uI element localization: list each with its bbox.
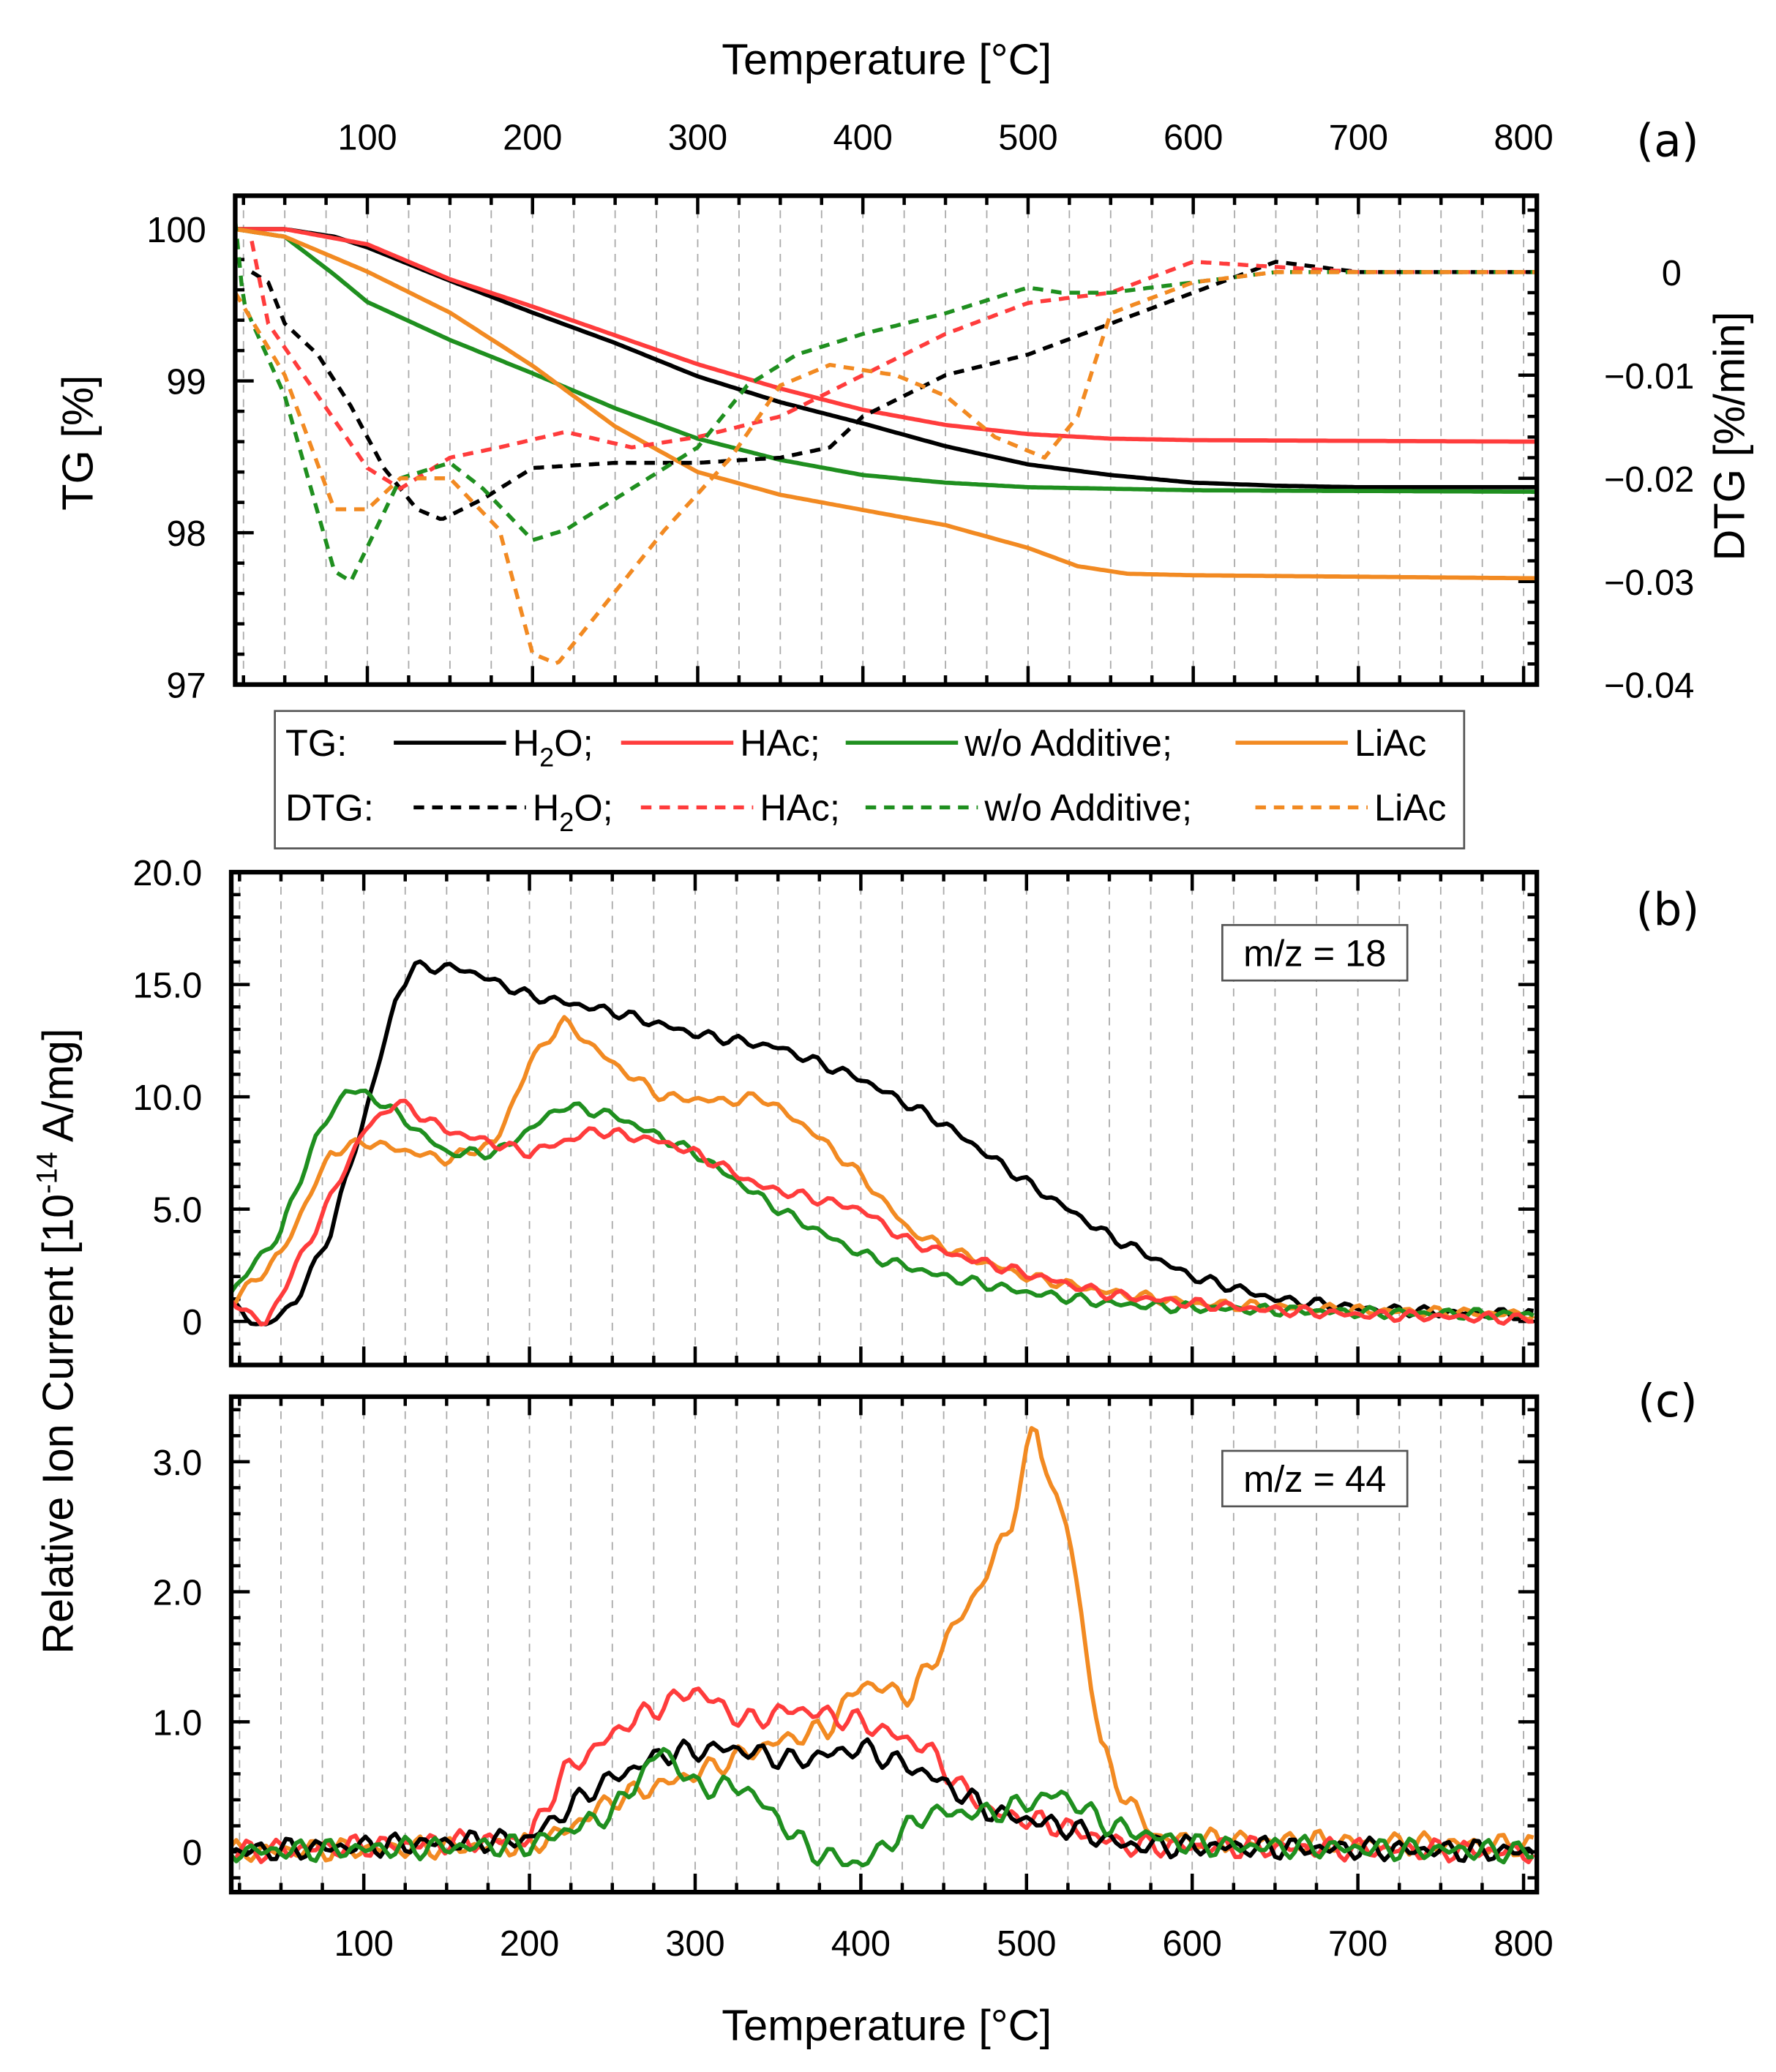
mz44-annotation: m/z = 44 <box>1221 1449 1409 1508</box>
y-tick-label: 100 <box>146 211 206 250</box>
legend-label: H2O; <box>513 722 593 772</box>
legend-label: LiAc <box>1355 722 1426 764</box>
y-tick-label: 0 <box>182 1833 202 1873</box>
series-group <box>231 959 1535 1327</box>
series-line-dtg-hac <box>250 240 1537 491</box>
y-tick-label: 2.0 <box>153 1574 203 1613</box>
x-tick-label: 400 <box>831 1924 891 1964</box>
legend-label: H2O; <box>533 787 613 837</box>
plot-frame <box>228 1394 1540 1895</box>
y-tick-label: 1.0 <box>153 1703 203 1743</box>
series-line-dtg-liac <box>235 270 1537 666</box>
y2-tick-label: 0 <box>1662 254 1682 293</box>
y-tick-label: 0 <box>182 1303 202 1343</box>
legend-label-subscript: 2 <box>559 807 574 837</box>
y-tick-label: 3.0 <box>153 1444 203 1483</box>
series-line-tg-liac <box>235 227 1537 581</box>
x-tick-label: 700 <box>1328 1924 1387 1964</box>
x-tick-label: 500 <box>997 1924 1056 1964</box>
series-line-w-o-additive <box>231 1746 1535 1868</box>
y-tick-label: 97 <box>166 667 206 706</box>
series-line-h2o <box>231 1737 1535 1863</box>
mz44-label: m/z = 44 <box>1243 1458 1386 1500</box>
tg-y-axis-title: TG [%] <box>53 375 102 511</box>
series-line-liac <box>231 1015 1535 1322</box>
plot-frame <box>233 193 1540 687</box>
series-group <box>235 220 1537 666</box>
legend-label-part: H <box>513 722 540 764</box>
y-tick-label: 99 <box>166 363 206 402</box>
y-tick-label: 98 <box>166 514 206 554</box>
ylabel-exponent: -14 <box>31 1152 64 1193</box>
dtg-y-axis-title: DTG [%/min] <box>1705 312 1754 561</box>
mz18-label: m/z = 18 <box>1243 932 1386 974</box>
plot-frame <box>228 869 1540 1367</box>
x-tick-label: 200 <box>503 118 562 157</box>
legend-label: HAc; <box>740 722 820 764</box>
legend-label: w/o Additive; <box>983 787 1192 829</box>
ion-current-y-axis-title: Relative Ion Current [10-14 A/mg] <box>31 1028 83 1654</box>
series-line-tg-w-o-additive <box>235 227 1537 495</box>
panel-c: 100 200 300 400 500 600 700 800 0 1.0 2.0 3.0 <box>153 1394 1554 1964</box>
legend-label: HAc; <box>760 787 840 829</box>
x-tick-label: 700 <box>1329 118 1388 157</box>
y2-tick-label: −0.04 <box>1604 667 1694 706</box>
x-tick-label: 600 <box>1164 118 1223 157</box>
panel-a: 100 200 300 400 500 600 700 800 97 98 99 100 −0.04 −0… <box>146 118 1694 705</box>
legend-label-part: O; <box>574 787 612 829</box>
legend-label-part: O; <box>554 722 593 764</box>
panel-b: 0 5.0 10.0 15.0 20.0 <box>132 854 1540 1367</box>
mz18-annotation: m/z = 18 <box>1221 923 1409 982</box>
legend-label: w/o Additive; <box>964 722 1172 764</box>
ylabel-unit: A/mg] <box>33 1028 82 1152</box>
ylabel-main: Relative Ion Current [10 <box>33 1194 82 1654</box>
legend-label-subscript: 2 <box>539 743 554 773</box>
x-tick-label: 200 <box>500 1924 559 1964</box>
y-tick-label: 15.0 <box>132 966 202 1006</box>
series-line-dtg-h2o <box>250 260 1537 521</box>
y2-tick-label: −0.02 <box>1604 460 1694 500</box>
legend-tg-prefix: TG: <box>285 722 347 764</box>
y-tick-label: 10.0 <box>132 1078 202 1118</box>
series-line-hac <box>231 1686 1536 1865</box>
y-tick-label: 20.0 <box>132 854 202 893</box>
x-tick-label: 500 <box>998 118 1057 157</box>
x-tick-label: 600 <box>1163 1924 1222 1964</box>
series-line-hac <box>231 1098 1534 1327</box>
legend-label: LiAc <box>1374 787 1446 829</box>
series-line-dtg-w-o-additive <box>235 220 1537 584</box>
series-group <box>231 1426 1536 1868</box>
panel-label-a: (a) <box>1636 115 1698 167</box>
y2-tick-label: −0.01 <box>1604 357 1694 397</box>
bottom-x-axis-title: Temperature [°C] <box>722 2000 1052 2049</box>
y2-tick-label: −0.03 <box>1604 563 1694 603</box>
x-tick-label: 100 <box>337 118 397 157</box>
legend-dtg-prefix: DTG: <box>285 787 374 829</box>
x-tick-label: 800 <box>1494 1924 1553 1964</box>
series-line-h2o <box>231 959 1535 1326</box>
series-line-tg-h2o <box>235 227 1537 489</box>
panel-label-c: (c) <box>1638 1375 1698 1427</box>
x-tick-label: 100 <box>334 1924 393 1964</box>
y-tick-label: 5.0 <box>153 1191 203 1231</box>
series-line-w-o-additive <box>231 1088 1535 1321</box>
x-tick-label: 300 <box>668 118 727 157</box>
x-tick-label: 400 <box>833 118 893 157</box>
legend-label-part: H <box>533 787 560 829</box>
x-tick-label: 300 <box>665 1924 724 1964</box>
top-x-axis-title: Temperature [°C] <box>722 34 1052 83</box>
panel-label-b: (b) <box>1636 884 1699 936</box>
series-line-tg-hac <box>235 227 1537 444</box>
x-tick-label: 800 <box>1494 118 1553 157</box>
